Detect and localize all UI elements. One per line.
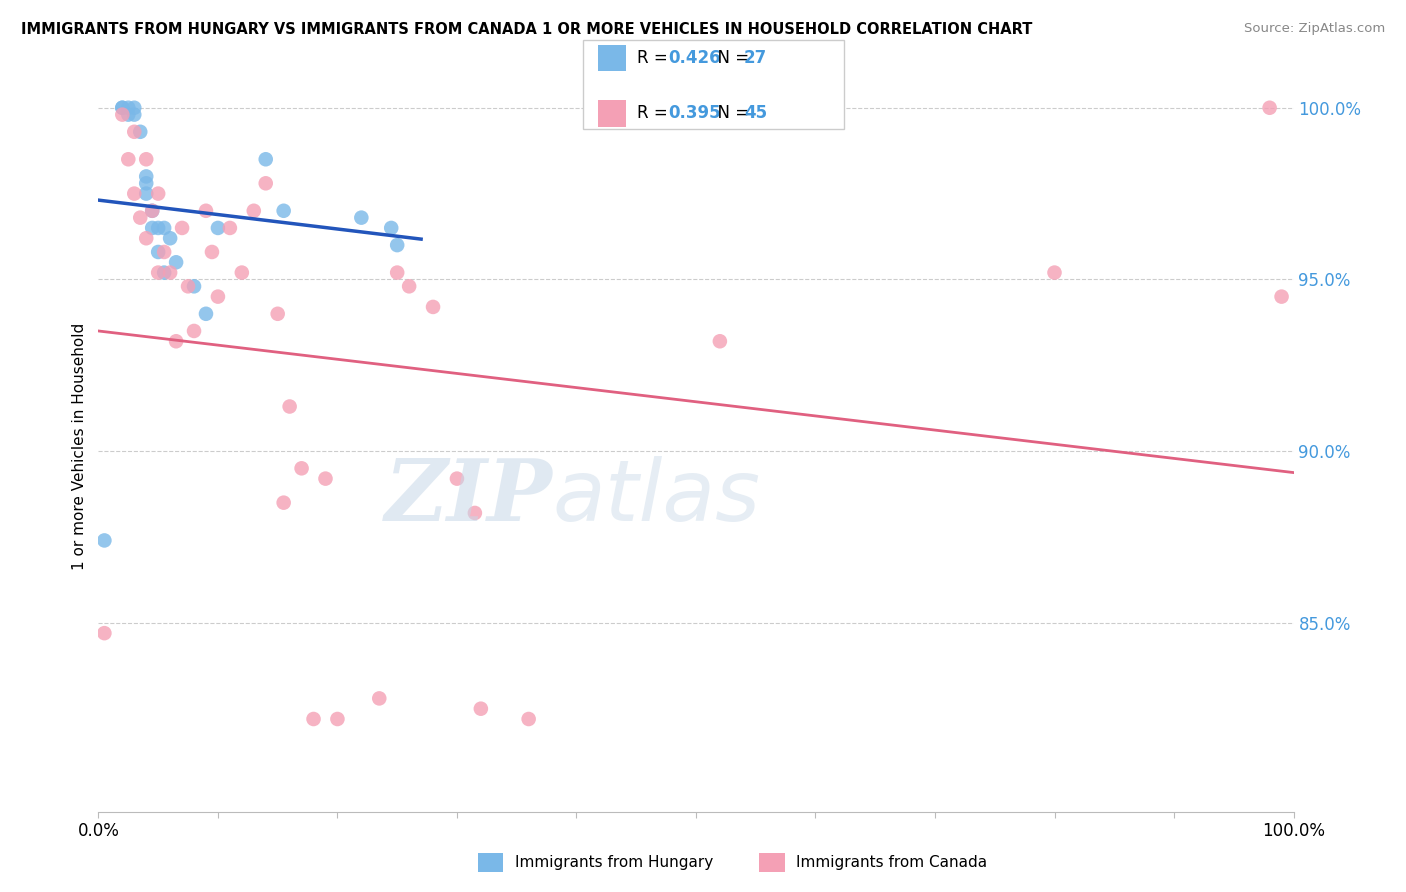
Point xyxy=(141,203,163,218)
Text: N =: N = xyxy=(707,104,755,122)
Point xyxy=(117,101,139,115)
Text: atlas: atlas xyxy=(553,456,761,539)
Text: R =: R = xyxy=(637,49,673,67)
Point xyxy=(93,533,115,548)
Point xyxy=(254,176,277,190)
Point xyxy=(267,307,290,321)
Point xyxy=(315,472,337,486)
Point xyxy=(398,279,420,293)
Point xyxy=(207,221,229,235)
Point xyxy=(124,107,146,121)
Point xyxy=(446,472,468,486)
Text: 27: 27 xyxy=(744,49,768,67)
Point xyxy=(273,203,295,218)
Point xyxy=(464,506,486,520)
Point xyxy=(385,266,409,280)
Point xyxy=(302,712,325,726)
Point xyxy=(135,153,157,167)
Point xyxy=(231,266,253,280)
Point xyxy=(93,626,115,640)
Point xyxy=(195,203,218,218)
Point xyxy=(153,221,176,235)
Point xyxy=(117,107,139,121)
Point xyxy=(1258,101,1281,115)
Text: Immigrants from Canada: Immigrants from Canada xyxy=(796,855,987,870)
Point xyxy=(243,203,266,218)
Text: R =: R = xyxy=(637,104,673,122)
Point xyxy=(172,221,194,235)
Point xyxy=(1043,266,1066,280)
Point xyxy=(422,300,444,314)
Point xyxy=(278,400,301,414)
Text: ZIP: ZIP xyxy=(385,456,553,539)
Point xyxy=(254,153,277,167)
Point xyxy=(721,838,744,853)
Point xyxy=(165,334,187,349)
Point xyxy=(339,832,361,847)
Point xyxy=(135,176,157,190)
Point xyxy=(129,211,152,225)
Text: Immigrants from Hungary: Immigrants from Hungary xyxy=(515,855,713,870)
Point xyxy=(135,186,157,201)
Point xyxy=(326,712,349,726)
Point xyxy=(291,461,314,475)
Point xyxy=(148,186,170,201)
Point xyxy=(135,231,157,245)
Point xyxy=(385,238,409,252)
Text: 0.426: 0.426 xyxy=(668,49,720,67)
Point xyxy=(1271,290,1294,304)
Point xyxy=(111,107,134,121)
Point xyxy=(368,691,391,706)
Y-axis label: 1 or more Vehicles in Household: 1 or more Vehicles in Household xyxy=(72,322,87,570)
Point xyxy=(124,186,146,201)
Point xyxy=(207,290,229,304)
Text: N =: N = xyxy=(707,49,755,67)
Text: Source: ZipAtlas.com: Source: ZipAtlas.com xyxy=(1244,22,1385,36)
Point xyxy=(380,221,402,235)
Point xyxy=(124,125,146,139)
Point xyxy=(129,125,152,139)
Point xyxy=(135,169,157,184)
Point xyxy=(153,244,176,259)
Text: 45: 45 xyxy=(744,104,766,122)
Point xyxy=(148,244,170,259)
Point xyxy=(201,244,224,259)
Point xyxy=(273,496,295,510)
Point xyxy=(124,101,146,115)
Point xyxy=(159,266,181,280)
Point xyxy=(117,153,139,167)
Point xyxy=(148,221,170,235)
Point xyxy=(141,221,163,235)
Point xyxy=(219,221,242,235)
Point xyxy=(148,266,170,280)
Text: IMMIGRANTS FROM HUNGARY VS IMMIGRANTS FROM CANADA 1 OR MORE VEHICLES IN HOUSEHOL: IMMIGRANTS FROM HUNGARY VS IMMIGRANTS FR… xyxy=(21,22,1032,37)
Point xyxy=(470,702,492,716)
Point xyxy=(111,101,134,115)
Point xyxy=(183,279,205,293)
Point xyxy=(177,279,200,293)
Point xyxy=(517,712,540,726)
Point xyxy=(350,211,373,225)
Point xyxy=(183,324,205,338)
Point xyxy=(165,255,187,269)
Text: 0.395: 0.395 xyxy=(668,104,720,122)
Point xyxy=(141,203,163,218)
Point xyxy=(153,266,176,280)
Point xyxy=(195,307,218,321)
Point xyxy=(709,334,731,349)
Point xyxy=(159,231,181,245)
Point xyxy=(111,101,134,115)
